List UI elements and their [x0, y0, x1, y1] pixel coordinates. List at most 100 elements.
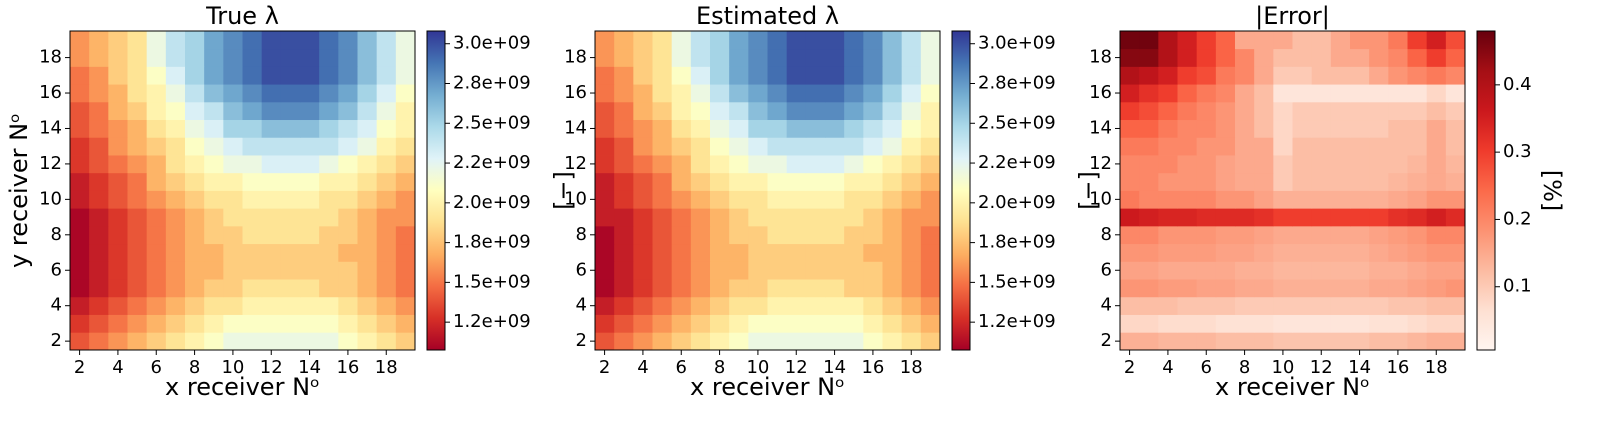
y-tick-label: 14 — [1089, 117, 1112, 138]
heatmap-cell — [70, 101, 90, 121]
heatmap-cell — [1158, 84, 1178, 103]
heatmap-cell — [1292, 243, 1313, 262]
heatmap-cell — [1273, 48, 1293, 67]
heatmap-cell — [1254, 208, 1274, 227]
heatmap-cell — [1426, 119, 1447, 138]
heatmap-cell — [300, 137, 320, 156]
heatmap-cell — [319, 332, 339, 351]
heatmap-cell — [748, 66, 768, 85]
heatmap-cell — [108, 31, 128, 50]
heatmap-cell — [1388, 243, 1408, 262]
heatmap-cell — [1139, 66, 1159, 85]
heatmap-cell — [748, 190, 768, 209]
heatmap-cell — [1350, 332, 1370, 351]
heatmap-cell — [1254, 84, 1274, 103]
heatmap-cell — [300, 172, 320, 191]
colorbar-tick-label: 0.2 — [1503, 208, 1532, 229]
heatmap-cell — [1330, 84, 1351, 103]
x-tick-label: 8 — [714, 357, 725, 378]
heatmap-cell — [319, 172, 339, 191]
heatmap-cell — [882, 155, 903, 174]
heatmap-cell — [165, 155, 186, 174]
heatmap-cell — [729, 172, 749, 191]
heatmap-cell — [844, 137, 864, 156]
heatmap-cell — [280, 225, 301, 245]
heatmap-cell — [614, 279, 634, 298]
heatmap-cell — [1215, 119, 1236, 138]
heatmap-cell — [146, 243, 167, 262]
heatmap-cell — [633, 314, 653, 333]
heatmap-cell — [1311, 172, 1332, 191]
colorbar — [426, 30, 446, 351]
heatmap-cell — [70, 137, 90, 156]
heatmap-cell — [1273, 243, 1293, 262]
y-tick-label: 18 — [39, 47, 62, 68]
heatmap-cell — [319, 261, 339, 280]
heatmap-cell — [280, 155, 301, 174]
heatmap-cell — [652, 155, 673, 174]
heatmap-cell — [261, 48, 282, 67]
heatmap-cell — [786, 208, 807, 227]
heatmap-cell — [1254, 314, 1274, 333]
colorbar-label: [−] — [1075, 171, 1103, 210]
heatmap-cell — [1273, 225, 1293, 245]
heatmap-cell — [595, 261, 615, 280]
heatmap-cell — [825, 48, 845, 67]
heatmap-cell — [1196, 243, 1217, 262]
heatmap-cell — [300, 261, 320, 280]
heatmap-cell — [357, 66, 378, 85]
heatmap-cell — [863, 137, 883, 156]
heatmap-cell — [146, 279, 167, 298]
heatmap-cell — [805, 31, 826, 50]
heatmap-cell — [1426, 66, 1447, 85]
plot-frame — [594, 30, 941, 351]
heatmap-cell — [70, 190, 90, 209]
heatmap-cell — [633, 279, 653, 298]
heatmap-cell — [595, 190, 615, 209]
heatmap-cell — [1445, 101, 1466, 121]
y-tick-label: 4 — [576, 295, 587, 316]
heatmap-cell — [652, 172, 673, 191]
heatmap-cell — [1254, 101, 1274, 121]
heatmap-cell — [901, 190, 922, 209]
heatmap-cell — [165, 84, 186, 103]
heatmap-cell — [1235, 66, 1255, 85]
heatmap-cell — [786, 172, 807, 191]
heatmap-cell — [1196, 332, 1217, 351]
heatmap-cell — [108, 332, 128, 351]
heatmap-cell — [357, 261, 378, 280]
heatmap-cell — [376, 208, 397, 227]
heatmap-cell — [748, 31, 768, 50]
heatmap-cell — [1120, 279, 1140, 298]
heatmap-cell — [223, 208, 243, 227]
heatmap-cell — [146, 208, 167, 227]
heatmap-cell — [89, 243, 109, 262]
heatmap-cell — [901, 314, 922, 333]
heatmap-cell — [1330, 172, 1351, 191]
heatmap-cell — [1445, 84, 1466, 103]
heatmap-cell — [1445, 208, 1466, 227]
heatmap-cell — [844, 84, 864, 103]
heatmap-cell — [261, 261, 282, 280]
heatmap-cell — [863, 208, 883, 227]
heatmap-cell — [614, 155, 634, 174]
heatmap-cell — [1139, 119, 1159, 138]
heatmap-cell — [185, 84, 205, 103]
heatmap-cell — [70, 332, 90, 351]
heatmap-cell — [671, 314, 692, 333]
y-tick-label: 12 — [564, 153, 587, 174]
heatmap-cell — [1388, 279, 1408, 298]
heatmap-cell — [1177, 84, 1198, 103]
heatmap-cell — [1350, 208, 1370, 227]
heatmap-cell — [748, 332, 768, 351]
heatmap-cell — [146, 137, 167, 156]
heatmap-cell — [1292, 208, 1313, 227]
y-tick-label: 10 — [39, 188, 62, 209]
heatmap-cell — [633, 48, 653, 67]
heatmap-cell — [844, 66, 864, 85]
heatmap-cell — [1273, 137, 1293, 156]
heatmap-cell — [1177, 119, 1198, 138]
heatmap-cell — [805, 84, 826, 103]
heatmap-cell — [1120, 31, 1140, 50]
